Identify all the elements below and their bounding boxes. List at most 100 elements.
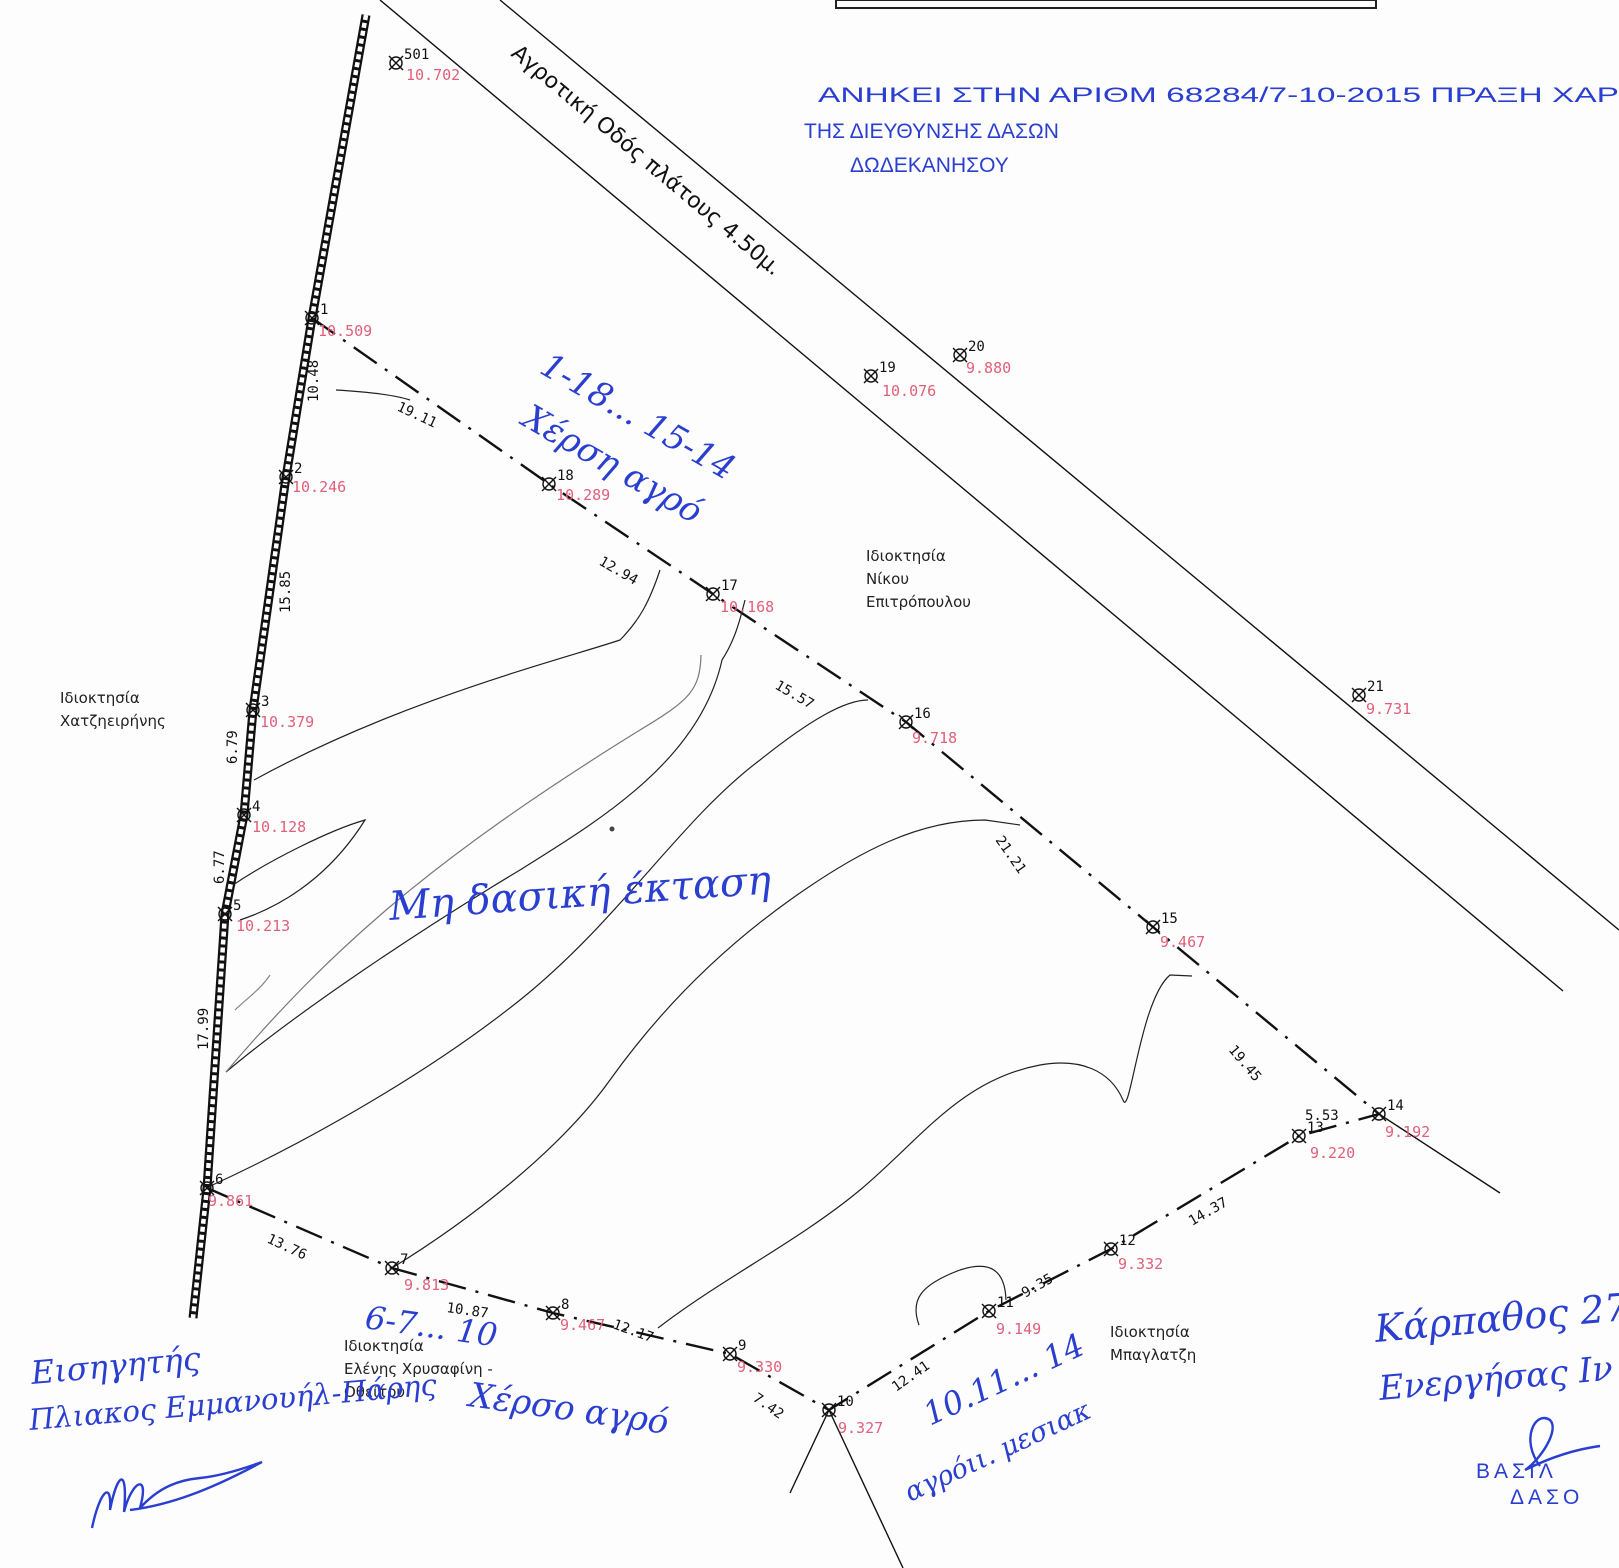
point-number-15: 15 bbox=[1161, 911, 1178, 927]
survey-point-3 bbox=[245, 702, 261, 718]
segment-distance: 10.48 bbox=[306, 360, 322, 402]
point-number-18: 18 bbox=[557, 468, 574, 484]
segment-distance: 12.94 bbox=[596, 554, 641, 589]
point-elevation-16: 9.718 bbox=[912, 729, 957, 747]
reporter-title: Εισηγητής bbox=[28, 1339, 202, 1392]
point-elevation-12: 9.332 bbox=[1118, 1255, 1163, 1273]
segment-distance: 15.57 bbox=[772, 678, 817, 713]
owner-south-label: Ιδιοκτησία Ελένης Χρυσαφίνη -Οθείτου bbox=[344, 1337, 493, 1401]
point-elevation-14: 9.192 bbox=[1385, 1123, 1430, 1141]
survey-point-16 bbox=[898, 714, 914, 730]
segment-distance: 9.35 bbox=[1019, 1271, 1056, 1302]
survey-point-1 bbox=[304, 310, 320, 326]
survey-point-15 bbox=[1145, 919, 1161, 935]
segment-distance: 17.99 bbox=[196, 1008, 212, 1050]
point-elevation-2: 10.246 bbox=[292, 478, 346, 496]
point-number-3: 3 bbox=[261, 694, 269, 710]
seal-name: ΒΑΣΙΛ bbox=[1476, 1460, 1557, 1483]
neighbour-boundaries bbox=[789, 1113, 1501, 1568]
point-number-14: 14 bbox=[1387, 1098, 1404, 1114]
point-elevation-18: 10.289 bbox=[556, 486, 610, 504]
survey-point-4 bbox=[236, 807, 252, 823]
point-number-17: 17 bbox=[721, 578, 738, 594]
point-number-13: 13 bbox=[1307, 1120, 1324, 1136]
survey-point-11 bbox=[981, 1303, 997, 1319]
point-elevation-6: 9.861 bbox=[208, 1192, 253, 1210]
point-elevation-501: 10.702 bbox=[406, 66, 460, 84]
segment-distance: 19.45 bbox=[1225, 1042, 1264, 1085]
survey-point-2 bbox=[278, 469, 294, 485]
segment-distance: 15.85 bbox=[278, 571, 294, 613]
survey-point-10 bbox=[821, 1402, 837, 1418]
road-edges bbox=[379, 0, 1619, 992]
stamp-line-2: ΤΗΣ ΔΙΕΥΘΥΝΣΗΣ ΔΑΣΩΝ bbox=[804, 120, 1059, 143]
point-elevation-13: 9.220 bbox=[1310, 1144, 1355, 1162]
reporter-signature bbox=[90, 1460, 263, 1529]
point-elevation-3: 10.379 bbox=[260, 713, 314, 731]
survey-point-13 bbox=[1291, 1128, 1307, 1144]
point-elevation-21: 9.731 bbox=[1366, 700, 1411, 718]
point-number-12: 12 bbox=[1119, 1233, 1136, 1249]
survey-point-12 bbox=[1103, 1241, 1119, 1257]
road-label: Αγροτική Οδός πλάτους 4.50μ. bbox=[506, 40, 786, 280]
point-number-5: 5 bbox=[233, 898, 241, 914]
officer-role: Ενεργήσας Ιν bbox=[1376, 1349, 1614, 1409]
point-elevation-4: 10.128 bbox=[252, 818, 306, 836]
segment-distance: 10.87 bbox=[445, 1300, 489, 1322]
survey-point-21 bbox=[1351, 687, 1367, 703]
point-elevation-1: 10.509 bbox=[318, 322, 372, 340]
point-elevation-11: 9.149 bbox=[996, 1320, 1041, 1338]
place-date: Κάρπαθος 27- bbox=[1372, 1284, 1619, 1351]
seal-subtitle: ΔΑΣΟ bbox=[1510, 1486, 1583, 1509]
point-number-9: 9 bbox=[738, 1338, 746, 1354]
survey-point-9 bbox=[722, 1346, 738, 1362]
point-number-2: 2 bbox=[294, 461, 302, 477]
point-elevation-9: 9.330 bbox=[737, 1358, 782, 1376]
segment-distance: 12.17 bbox=[611, 1317, 656, 1346]
west-fence-links bbox=[190, 14, 369, 1319]
point-number-21: 21 bbox=[1367, 679, 1384, 695]
point-number-19: 19 bbox=[879, 360, 896, 376]
survey-point-6 bbox=[199, 1180, 215, 1196]
point-number-6: 6 bbox=[215, 1172, 223, 1188]
survey-point-8 bbox=[545, 1305, 561, 1321]
handwritten-non-forest: Μη δασική έκταση bbox=[386, 857, 772, 930]
map-dot bbox=[609, 826, 615, 832]
survey-point-18 bbox=[541, 476, 557, 492]
parcel-boundary bbox=[206, 317, 1382, 1412]
stamp-line-1: ΑΝΗΚΕΙ ΣΤΗΝ ΑΡΙΘΜ 68284/7-10-2015 ΠΡΑΞΗ … bbox=[818, 84, 1619, 107]
owner-east-label: Ιδιοκτησία Νίκου Επιτρόπουλου bbox=[866, 547, 971, 611]
point-elevation-8: 9.467 bbox=[560, 1316, 605, 1334]
point-number-16: 16 bbox=[914, 706, 931, 722]
owner-southeast-label: Ιδιοκτησία Μπαγλατζη bbox=[1110, 1323, 1196, 1364]
point-number-4: 4 bbox=[252, 799, 260, 815]
segment-distance: 12.41 bbox=[889, 1358, 933, 1395]
survey-point-501 bbox=[388, 55, 404, 71]
stamp-line-3: ΔΩΔΕΚΑΝΗΣΟΥ bbox=[850, 154, 1009, 177]
point-number-1: 1 bbox=[320, 302, 328, 318]
segment-distance: 19.11 bbox=[394, 399, 439, 431]
segment-distance: 6.79 bbox=[225, 730, 241, 764]
point-number-11: 11 bbox=[997, 1295, 1014, 1311]
point-number-8: 8 bbox=[561, 1297, 569, 1313]
handwritten-note-6-10-use: Χέρσο αγρό bbox=[464, 1375, 671, 1443]
segment-distance: 6.77 bbox=[212, 850, 228, 884]
owner-west-label: Ιδιοκτησία Χατζηειρήνης bbox=[60, 689, 166, 730]
point-elevation-5: 10.213 bbox=[236, 917, 290, 935]
segment-distance: 21.21 bbox=[992, 833, 1029, 877]
officer-signature bbox=[1524, 1416, 1601, 1472]
survey-point-7 bbox=[384, 1260, 400, 1276]
segment-distance: 7.42 bbox=[750, 1390, 787, 1422]
point-number-501: 501 bbox=[404, 47, 429, 63]
survey-point-17 bbox=[705, 586, 721, 602]
survey-point-14 bbox=[1371, 1106, 1387, 1122]
segment-distance: 13.76 bbox=[264, 1231, 309, 1263]
survey-point-19 bbox=[863, 368, 879, 384]
point-elevation-20: 9.880 bbox=[966, 359, 1011, 377]
west-fence bbox=[188, 14, 371, 1319]
point-elevation-15: 9.467 bbox=[1160, 933, 1205, 951]
survey-point-5 bbox=[217, 906, 233, 922]
point-number-10: 10 bbox=[837, 1394, 854, 1410]
contour-lines bbox=[205, 389, 1193, 1329]
